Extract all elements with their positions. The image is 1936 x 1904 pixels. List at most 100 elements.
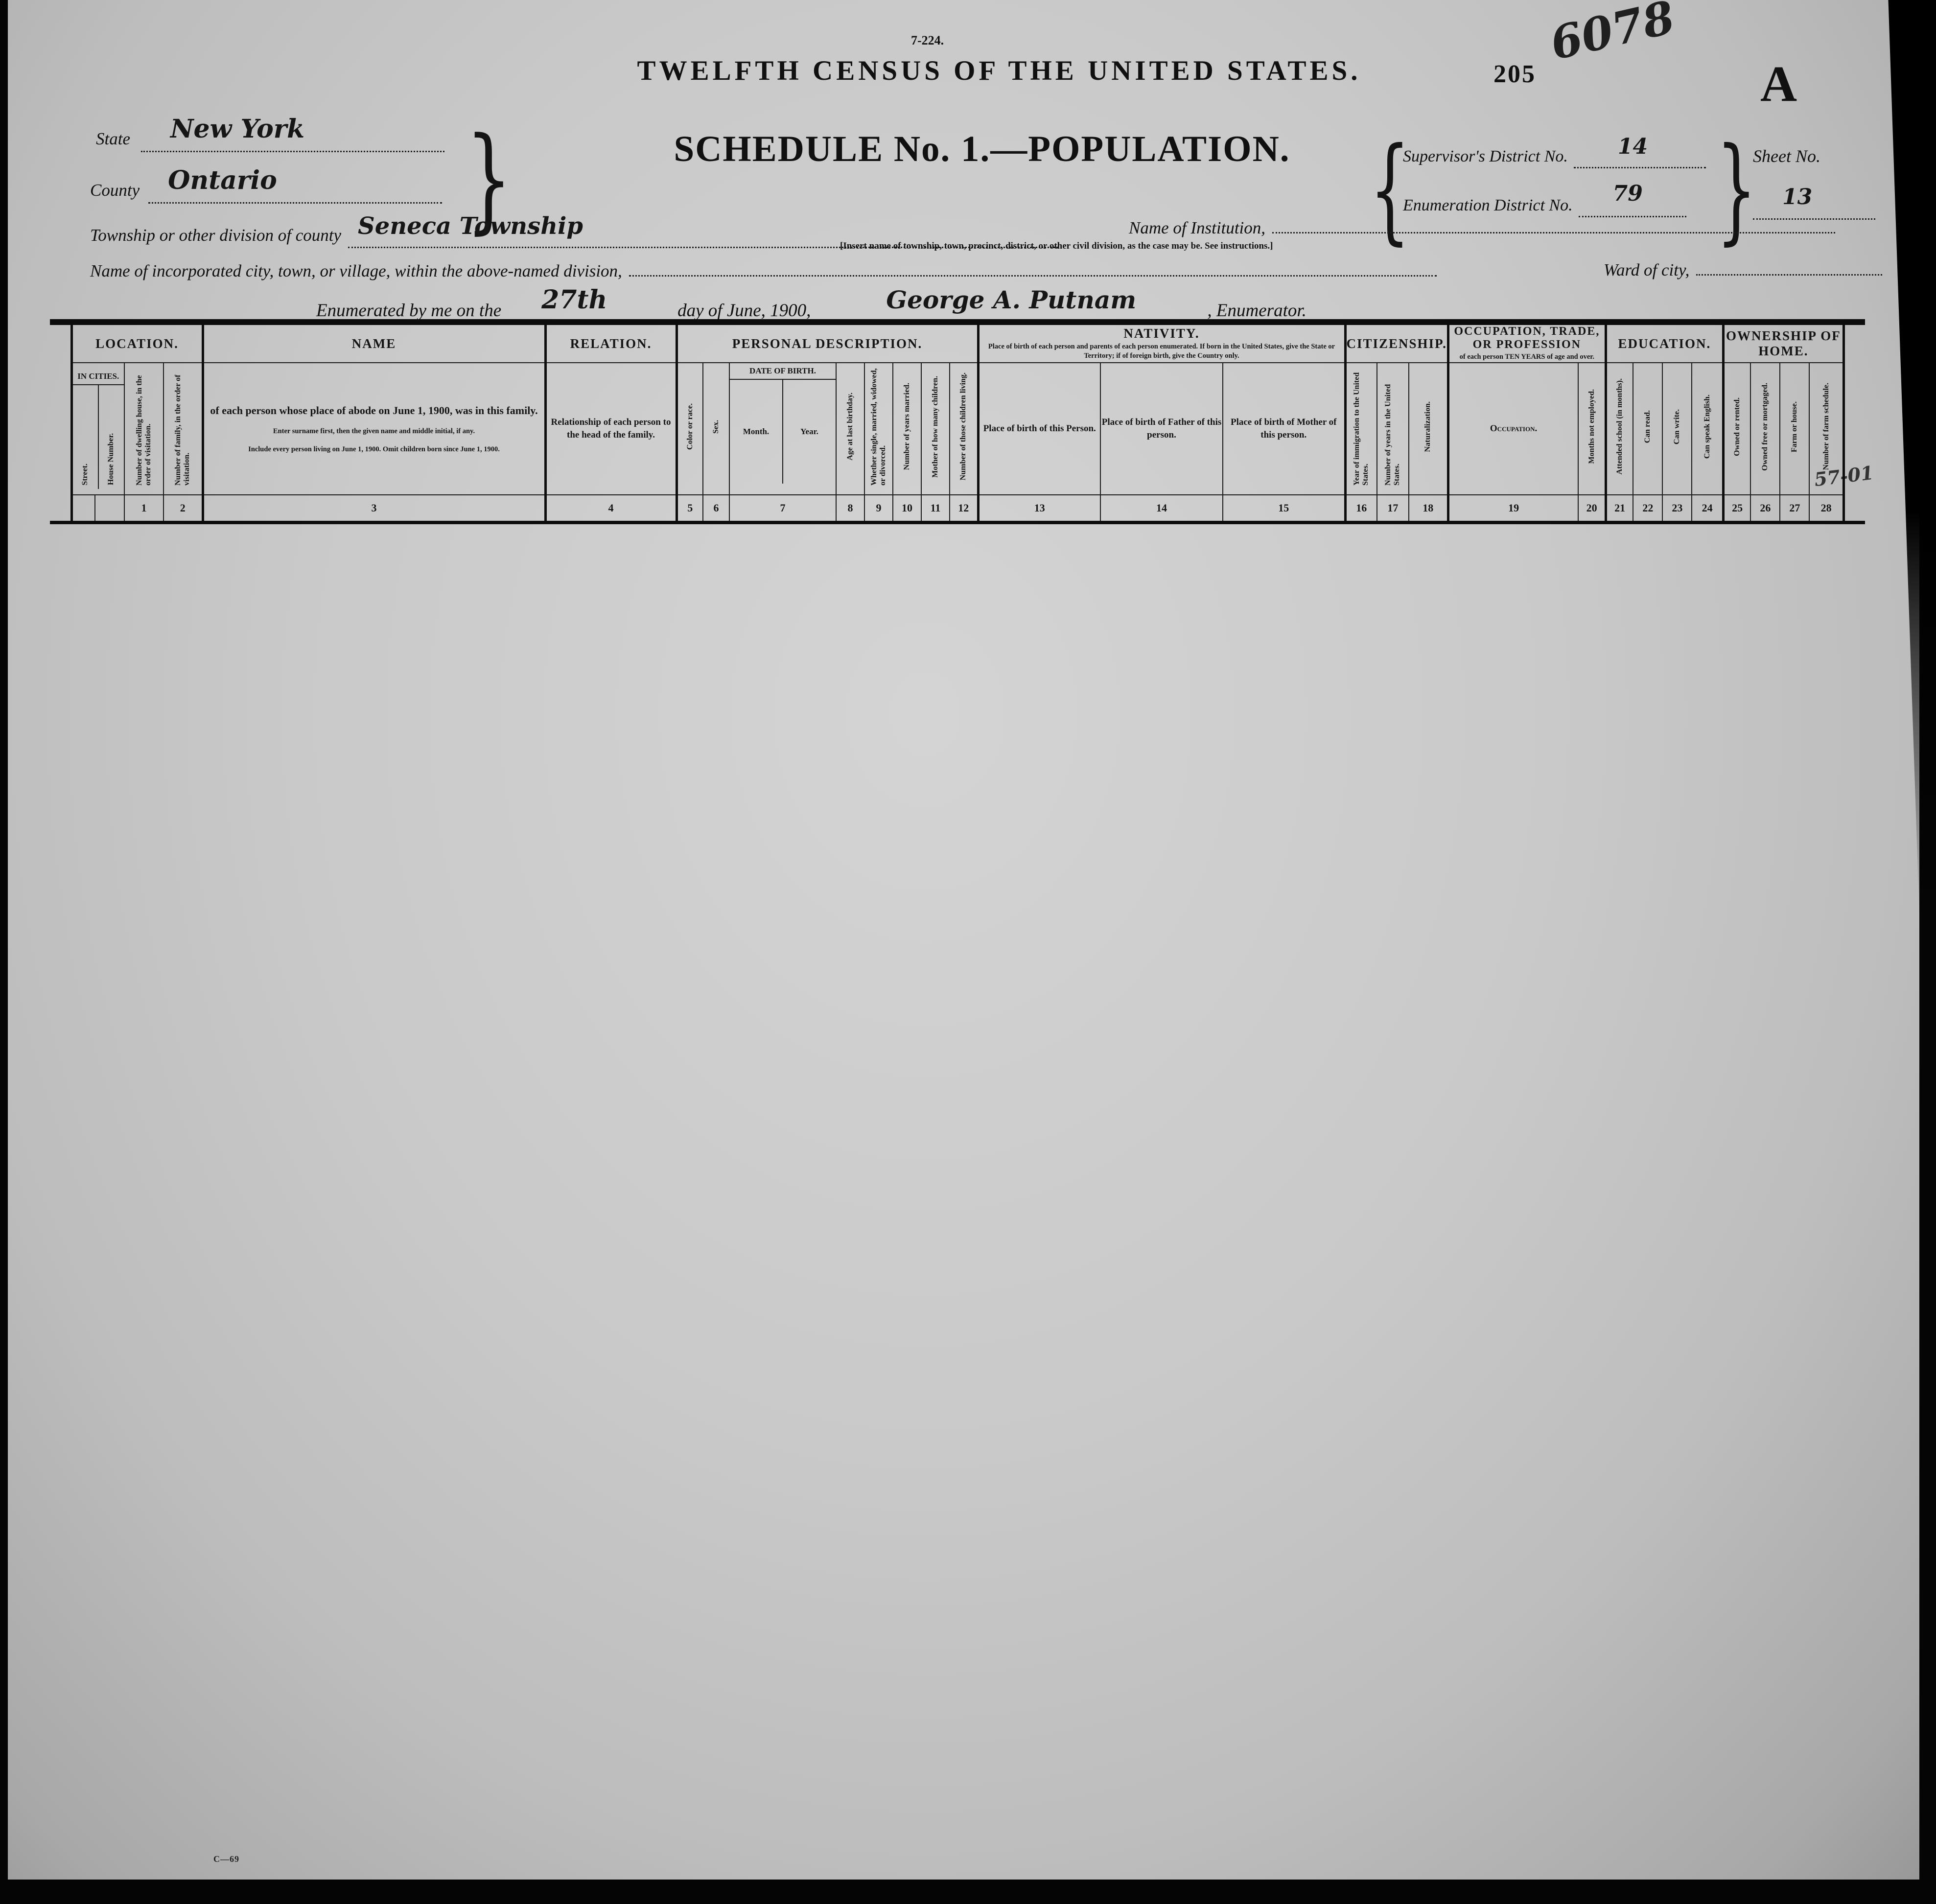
column-number-4: 4 [544, 494, 677, 523]
col-farm-house-label: Farm or house. [1779, 362, 1810, 496]
sheet-value: 13 [1782, 185, 1813, 209]
column-number-21: 21 [1604, 494, 1634, 523]
col-street-label: Street. [81, 463, 90, 486]
column-number-10: 10 [892, 494, 922, 523]
col-english-label: Can speak English. [1691, 362, 1724, 496]
col-pob-mother-label: Place of birth of Mother of this person. [1222, 362, 1346, 496]
col-age-label: Age at last birthday. [836, 362, 865, 496]
ward-line: Ward of city, [1604, 260, 1883, 280]
col-name-label: of each person whose place of abode on J… [201, 362, 546, 496]
sheet-letter: A [1760, 56, 1797, 112]
col-mother-children-label: Mother of how many children. [921, 362, 950, 496]
column-number-6: 6 [702, 494, 730, 523]
col-in-cities: IN CITIES. Street. House Number. [70, 362, 125, 496]
state-label: State [96, 129, 130, 148]
paper-sheet: 7-224. TWELFTH CENSUS OF THE UNITED STAT… [8, 0, 1919, 1880]
schedule-title: SCHEDULE No. 1.—POPULATION. [674, 129, 1290, 169]
column-number-22: 22 [1633, 494, 1663, 523]
column-number-25: 25 [1722, 494, 1751, 523]
column-number-17: 17 [1376, 494, 1409, 523]
col-read-label: Can read. [1633, 362, 1663, 496]
supervisor-value: 14 [1617, 134, 1648, 159]
state-county-brace: } [466, 114, 513, 246]
column-number-18: 18 [1408, 494, 1449, 523]
supervisor-line: Supervisor's District No. 14 [1403, 134, 1706, 168]
col-children-living-label: Number of those children living. [949, 362, 979, 496]
col-farm-sched-label: Number of farm schedule. [1809, 362, 1845, 496]
column-number-5: 5 [675, 494, 703, 523]
col-free-mort-label: Owned free or mortgaged. [1750, 362, 1781, 496]
column-number-15: 15 [1222, 494, 1346, 523]
col-pob-father-label: Place of birth of Father of this person. [1100, 362, 1223, 496]
enumerated-prefix: Enumerated by me on the [316, 301, 502, 321]
col-family-label: Number of family, in the order of visita… [163, 362, 203, 496]
col-dwelling-label: Number of dwelling house, in the order o… [124, 362, 164, 496]
city-label: Name of incorporated city, town, or vill… [90, 261, 622, 280]
column-number-blank [70, 494, 95, 523]
group-education: EDUCATION. [1604, 321, 1724, 364]
township-note: [Insert name of township, town, precinct… [840, 241, 1273, 251]
column-number-row: 1 2 3 4 5 6 7 8 9 10 11 12 13 14 15 16 17 18 19 20 21 22 23 24 2… [50, 494, 1865, 523]
county-value: Ontario [168, 165, 277, 195]
left-margin-header [50, 322, 71, 523]
institution-line: Name of Institution, [1129, 218, 1836, 238]
group-citizenship: CITIZENSHIP. [1344, 321, 1449, 364]
nativity-note: Place of birth of each person and parent… [988, 343, 1335, 360]
column-number-16: 16 [1344, 494, 1377, 523]
enumerated-mid: day of June, 1900, [677, 301, 811, 321]
column-number-23: 23 [1662, 494, 1693, 523]
group-occupation: OCCUPATION, TRADE, OR PROFESSION of each … [1446, 321, 1607, 364]
col-years-us-label: Number of years in the United States. [1376, 362, 1409, 496]
col-write-label: Can write. [1662, 362, 1693, 496]
supervisor-label: Supervisor's District No. [1403, 147, 1568, 165]
sheet-label: Sheet No. [1753, 146, 1820, 166]
county-line: County Ontario [90, 165, 443, 204]
col-relation-label: Relationship of each person to the head … [544, 362, 677, 496]
col-sex-label: Sex. [702, 362, 730, 496]
col-months-not-label: Months not employed. [1578, 362, 1607, 496]
col-owned-label: Owned or rented. [1722, 362, 1751, 496]
col-marital-label: Whether single, married, widowed, or div… [864, 362, 893, 496]
group-relation: RELATION. [544, 321, 677, 364]
column-number-14: 14 [1100, 494, 1223, 523]
col-year-label: Year. [800, 427, 818, 437]
column-number-2: 2 [163, 494, 203, 523]
page-title: TWELFTH CENSUS OF THE UNITED STATES. [637, 55, 1361, 86]
col-naturalization-label: Naturalization. [1408, 362, 1449, 496]
county-label: County [90, 181, 140, 200]
enumerated-line: Enumerated by me on the 27th day of June… [316, 285, 1306, 324]
column-number-blank [94, 494, 125, 523]
column-number-13: 13 [977, 494, 1101, 523]
column-number-24: 24 [1691, 494, 1724, 523]
group-ownership: OWNERSHIP OF HOME. [1722, 321, 1845, 364]
census-table: LOCATION. NAME RELATION. PERSONAL DESCRI… [50, 319, 1866, 525]
right-margin-header [1843, 322, 1865, 523]
column-number-12: 12 [949, 494, 979, 523]
column-number-28: 28 [1809, 494, 1845, 523]
column-number-20: 20 [1578, 494, 1607, 523]
district-brace-open: { [1370, 122, 1410, 256]
print-code: C—69 [213, 1854, 239, 1864]
stamp-number: 6078 [1545, 0, 1679, 70]
column-number-1: 1 [124, 494, 164, 523]
group-name: NAME [201, 321, 546, 364]
state-line: State New York [96, 114, 444, 152]
group-personal: PERSONAL DESCRIPTION. [675, 321, 979, 364]
col-occupation-label: Occupation. [1446, 362, 1579, 496]
ward-label: Ward of city, [1604, 260, 1690, 279]
column-number-19: 19 [1446, 494, 1579, 523]
enumerated-day: 27th [541, 285, 607, 315]
column-number-8: 8 [836, 494, 865, 523]
col-years-married-label: Number of years married. [892, 362, 922, 496]
col-color-label: Color or race. [675, 362, 703, 496]
table-group-row: LOCATION. NAME RELATION. PERSONAL DESCRI… [50, 321, 1865, 364]
enumerated-suffix: , Enumerator. [1207, 301, 1306, 321]
city-line: Name of incorporated city, town, or vill… [90, 261, 1437, 281]
occupation-subnote: of each person TEN YEARS of age and over… [1459, 353, 1595, 361]
state-value: New York [170, 114, 305, 144]
col-imm-year-label: Year of immigration to the United States… [1344, 362, 1377, 496]
group-location: LOCATION. [70, 321, 203, 364]
sheet-line: 13 [1753, 185, 1875, 220]
table-label-row: IN CITIES. Street. House Number. Number … [50, 362, 1865, 496]
